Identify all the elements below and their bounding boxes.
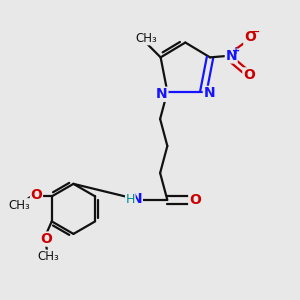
Text: CH₃: CH₃ <box>136 32 158 45</box>
Text: O: O <box>31 188 42 202</box>
Text: N: N <box>156 87 168 101</box>
Text: N: N <box>131 192 142 206</box>
Text: H: H <box>126 193 135 206</box>
Text: N: N <box>203 86 215 100</box>
Text: CH₃: CH₃ <box>8 199 30 212</box>
Text: +: + <box>232 46 241 56</box>
Text: N: N <box>225 49 237 63</box>
Text: O: O <box>243 68 255 82</box>
Text: −: − <box>251 27 260 37</box>
Text: O: O <box>40 232 52 246</box>
Text: CH₃: CH₃ <box>37 250 59 263</box>
Text: O: O <box>189 193 201 207</box>
Text: O: O <box>244 30 256 44</box>
